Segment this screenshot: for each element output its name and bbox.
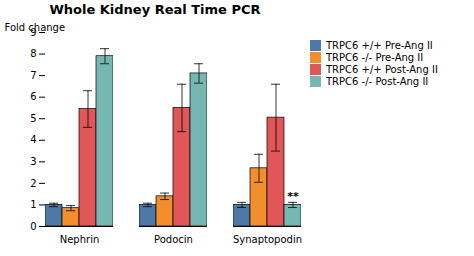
svg-text:0: 0 xyxy=(30,221,36,232)
svg-text:**: ** xyxy=(287,190,299,203)
svg-text:4: 4 xyxy=(30,134,36,145)
svg-text:Fold change: Fold change xyxy=(5,22,66,33)
svg-text:2: 2 xyxy=(30,178,36,189)
svg-text:Synaptopodin: Synaptopodin xyxy=(233,234,302,245)
svg-text:6: 6 xyxy=(30,91,36,102)
html-text:TRPC6 -/- Pre-Ang II: TRPC6 -/- Pre-Ang II xyxy=(326,52,424,63)
svg-text:3: 3 xyxy=(30,156,36,167)
svg-text:7: 7 xyxy=(30,70,36,81)
html-text:Whole Kidney Real Time PCR: Whole Kidney Real Time PCR xyxy=(49,2,261,17)
html-text:TRPC6 +/+ Pre-Ang II: TRPC6 +/+ Pre-Ang II xyxy=(326,40,433,51)
svg-text:Podocin: Podocin xyxy=(154,234,193,245)
svg-text:Nephrin: Nephrin xyxy=(60,234,100,245)
svg-text:5: 5 xyxy=(30,113,36,124)
svg-text:8: 8 xyxy=(30,48,36,59)
svg-text:1: 1 xyxy=(30,199,36,210)
html-text:TRPC6 -/- Post-Ang II: TRPC6 -/- Post-Ang II xyxy=(326,76,429,87)
html-text:TRPC6 +/+ Post-Ang II: TRPC6 +/+ Post-Ang II xyxy=(326,64,438,75)
